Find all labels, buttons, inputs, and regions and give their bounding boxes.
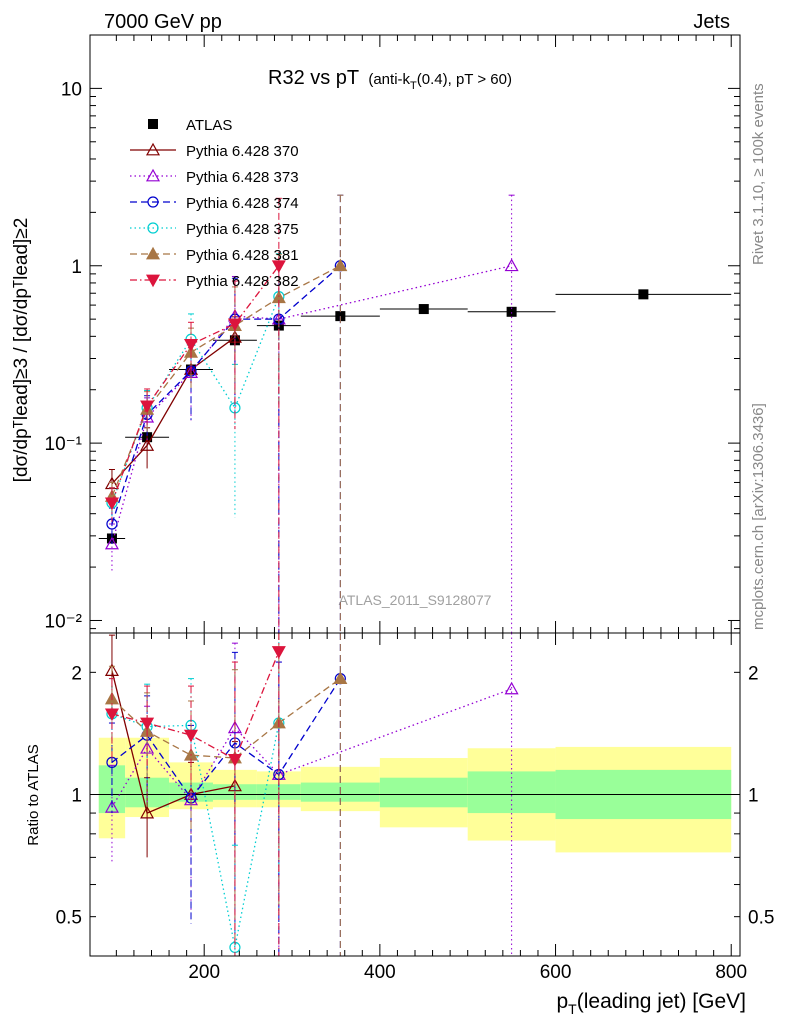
legend-label: Pythia 6.428 373	[186, 169, 299, 186]
rivet-version-label: Rivet 3.1.10, ≥ 100k events	[750, 83, 767, 265]
ratio-panel-frame	[89, 632, 741, 957]
data-point	[506, 306, 517, 317]
data-point	[638, 289, 649, 300]
legend-label: Pythia 6.428 382	[186, 273, 299, 290]
ratio-series-point	[227, 754, 242, 767]
ratio-series-point	[104, 708, 119, 722]
y-axis-label-ratio: Ratio to ATLAS	[25, 744, 42, 845]
ratio-series-point	[271, 646, 286, 659]
mcplots-label: mcplots.cern.ch [arXiv:1306.3436]	[750, 403, 767, 630]
x-tick-label: 400	[364, 962, 396, 983]
main-title: R32 vs pT (anti-kT(0.4), pT > 60)	[268, 67, 512, 92]
y-tick-label: 10⁻²	[45, 611, 83, 632]
ratio-inner-band	[379, 777, 468, 808]
main-title-text: R32 vs pT	[268, 67, 359, 89]
ratio-series-point	[333, 671, 348, 685]
y-tick-label: 2	[71, 663, 82, 684]
series-point	[104, 497, 119, 511]
series-point	[271, 260, 286, 273]
series-line	[111, 265, 341, 497]
legend-marker	[147, 222, 159, 234]
y-tick-label: 10⁻¹	[45, 434, 83, 455]
series-point	[227, 318, 242, 332]
ratio-series-point	[140, 717, 155, 731]
y-tick-label: 1	[71, 257, 82, 278]
legend-marker	[145, 246, 161, 260]
y-axis-label-main: [dσ/dpᵀlead]≥3 / [dσ/dpᵀlead]≥2	[11, 218, 32, 483]
ratio-series-point	[504, 681, 519, 695]
y-tick-label: 0.5	[56, 908, 82, 929]
legend-label: Pythia 6.428 370	[186, 143, 299, 160]
series-line	[111, 265, 280, 504]
x-axis-label-rest: (leading jet) [GeV]	[577, 990, 746, 1013]
y-tick-label-right: 1	[748, 786, 759, 807]
series-line	[111, 265, 512, 545]
series-line	[111, 265, 341, 525]
y-tick-label: 10	[61, 79, 82, 100]
legend: ATLAS Pythia 6.428 370 Pythia 6.428 373 Pyt…	[130, 117, 299, 290]
x-tick-label: 800	[715, 962, 747, 983]
ratio-series-line	[111, 678, 341, 800]
ratio-series-line	[111, 678, 341, 759]
x-axis-label-sub: T	[568, 1001, 577, 1017]
ratio-series-point	[183, 729, 199, 743]
series-line	[111, 336, 236, 485]
series-point	[104, 536, 119, 550]
main-title-sub: T	[410, 80, 417, 92]
data-point	[335, 311, 346, 322]
main-title-detail: (anti-k	[368, 71, 410, 88]
header-energy-label: 7000 GeV pp	[104, 11, 222, 33]
legend-label: Pythia 6.428 375	[186, 221, 299, 238]
series-line	[111, 296, 280, 504]
series-point	[333, 258, 348, 272]
x-tick-label: 200	[188, 962, 220, 983]
ratio-series-point	[104, 663, 119, 676]
legend-marker	[147, 196, 159, 208]
data-point	[418, 304, 429, 315]
analysis-watermark: ATLAS_2011_S9128077	[339, 592, 492, 608]
legend-marker	[145, 142, 161, 156]
legend-marker-atlas	[148, 119, 158, 129]
y-tick-label-right: 0.5	[748, 908, 774, 929]
legend-label-atlas: ATLAS	[186, 117, 232, 134]
x-axis-label: pT(leading jet) [GeV]	[556, 990, 746, 1017]
header-process-label: Jets	[693, 11, 730, 33]
y-tick-label-right: 2	[748, 663, 759, 684]
y-tick-label: 1	[71, 786, 82, 807]
series-point	[183, 339, 199, 352]
series-point	[140, 400, 155, 414]
legend-marker	[145, 274, 161, 288]
legend-label: Pythia 6.428 374	[186, 195, 299, 212]
x-tick-label: 600	[540, 962, 572, 983]
ratio-panel-plot: 0.5 0.5 1 1 2 2 200 400 600 800	[56, 632, 774, 983]
legend-marker	[145, 168, 161, 182]
series-point	[140, 438, 155, 451]
ratio-series-line	[111, 670, 236, 814]
legend-label: Pythia 6.428 381	[186, 247, 299, 264]
main-title-tail: (0.4), pT > 60)	[417, 71, 512, 88]
x-axis-label-p: p	[556, 990, 568, 1013]
ratio-series-line	[111, 651, 280, 761]
ratio-series-point	[140, 805, 155, 819]
series-point	[504, 258, 519, 272]
main-panel-plot: 10⁻² 10⁻¹ 1 10	[45, 34, 740, 633]
